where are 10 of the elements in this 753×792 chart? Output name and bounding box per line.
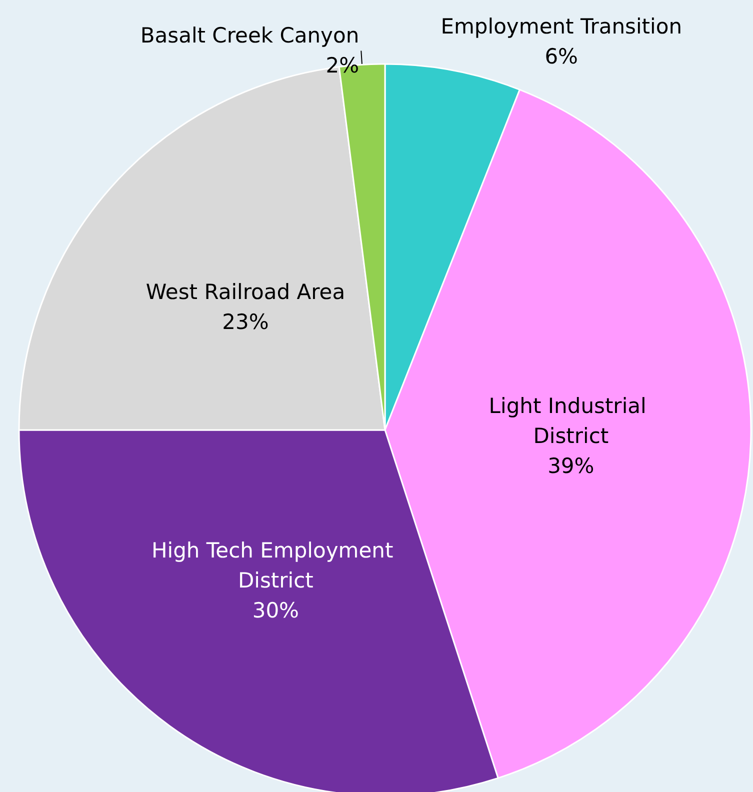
slice-label: Light Industrial District [488,394,654,448]
slice-label: Employment Transition [440,14,682,38]
slice-label: High Tech Employment District [151,538,400,592]
data-label: 6% [544,44,578,68]
slice-label: West Railroad Area [146,280,346,304]
data-label: 39% [548,454,594,478]
slice-label: Basalt Creek Canyon [140,24,360,48]
data-label: 23% [222,310,269,334]
data-label: 30% [252,598,300,622]
data-label: 2% [326,54,360,78]
